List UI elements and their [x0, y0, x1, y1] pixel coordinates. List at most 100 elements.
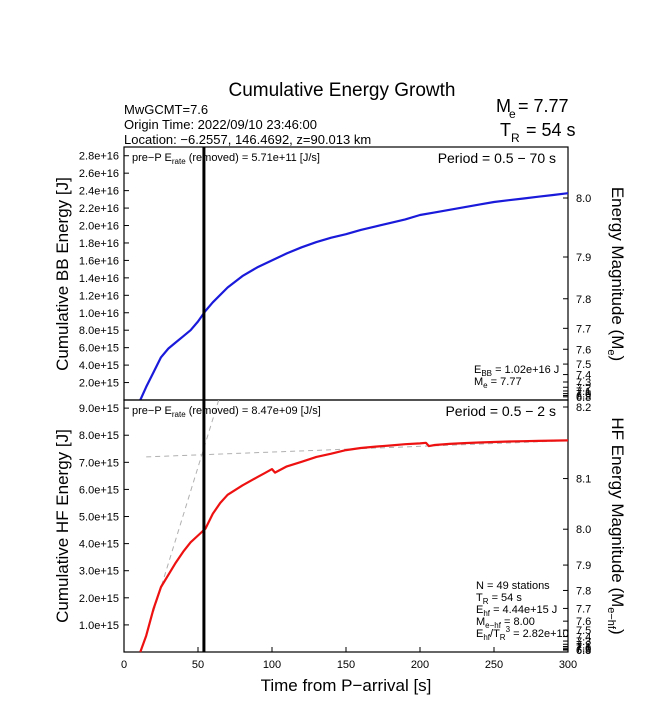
- me-value: = 7.77: [518, 96, 569, 116]
- x-tick-label: 200: [411, 659, 429, 671]
- x-tick-label: 50: [192, 659, 204, 671]
- x-axis-label: Time from P−arrival [s]: [261, 676, 432, 695]
- y2-tick-label: 7.4: [576, 370, 591, 382]
- y-tick-label: 9.0e+15: [79, 403, 119, 415]
- y2-tick-label: 7.9: [576, 252, 591, 264]
- y-tick-label: 2.6e+16: [79, 168, 119, 180]
- x-tick-label: 300: [559, 659, 577, 671]
- y-tick-label: 1.6e+16: [79, 255, 119, 267]
- y2-tick-label: 7.7: [576, 323, 591, 335]
- y2-tick-label: 7.8: [576, 585, 591, 597]
- summary-line: Ehf/TR3 = 2.82e+10: [476, 625, 569, 642]
- x-tick-label: 150: [337, 659, 355, 671]
- y-tick-label: 6.0e+15: [79, 484, 119, 496]
- y-tick-label: 1.4e+16: [79, 273, 119, 285]
- bb-data-layer: [139, 147, 569, 401]
- y2-tick-label: 7.0: [576, 389, 591, 401]
- y-tick-label: 8.0e+15: [79, 430, 119, 442]
- y2-tick-label: 7.3: [576, 636, 591, 648]
- y-tick-label: 2.2e+16: [79, 203, 119, 215]
- y2-tick-label: 7.9: [576, 560, 591, 572]
- y-tick-label: 1.8e+16: [79, 238, 119, 250]
- tr-label: T: [500, 120, 511, 140]
- y-tick-label: 7.0e+15: [79, 457, 119, 469]
- time-x-axis: 0 50 100 150 200 250 300: [121, 647, 577, 671]
- bb-summary: EBB = 1.02e+16 JMe = 7.77: [474, 364, 559, 390]
- y2-tick-label: 7.3: [576, 377, 591, 389]
- bb-magnitude-axis: 8.0 7.9 7.8 7.7 7.6 7.57.47.37.27.17.06.96.8: [563, 193, 591, 404]
- hf-data-layer: [139, 399, 569, 653]
- y2-tick-label: 6.8: [576, 392, 591, 404]
- y2-tick-label: 7.4: [576, 632, 591, 644]
- y2-tick-label: 7.8: [576, 294, 591, 306]
- y2-tick-label: 7.2: [576, 639, 591, 651]
- fit-line: [153, 399, 220, 612]
- hf-y-axis: 1.0e+15 2.0e+15 3.0e+15 4.0e+15 5.0e+15 6.0e+…: [79, 403, 129, 632]
- info-origin-time: Origin Time: 2022/09/10 23:46:00: [124, 117, 317, 132]
- summary-line: Me−hf = 8.00: [476, 616, 535, 630]
- summary-line: Ehf = 4.44e+15 J: [476, 604, 557, 618]
- y-tick-label: 4.0e+15: [79, 360, 119, 372]
- hf-energy-panel: 1.0e+15 2.0e+15 3.0e+15 4.0e+15 5.0e+15 6.0e+…: [53, 399, 627, 695]
- y-tick-label: 6.0e+15: [79, 343, 119, 355]
- y2-tick-label: 7.0: [576, 643, 591, 655]
- summary-line: TR = 54 s: [476, 592, 522, 606]
- bb-y-label: Cumulative BB Energy [J]: [53, 177, 72, 371]
- y2-tick-label: 7.6: [576, 616, 591, 628]
- info-location: Location: −6.2557, 146.4692, z=90.013 km: [124, 132, 371, 147]
- info-magnitude: MwGCMT=7.6: [124, 102, 208, 117]
- x-tick-label: 0: [121, 659, 127, 671]
- y2-tick-label: 8.0: [576, 193, 591, 205]
- figure-title: Cumulative Energy Growth: [228, 80, 455, 101]
- bb-y-axis: 2.0e+15 4.0e+15 6.0e+15 8.0e+15 1.0e+16 1.2e+…: [79, 151, 129, 390]
- y-tick-label: 1.2e+16: [79, 290, 119, 302]
- y-tick-label: 2.0e+15: [79, 378, 119, 390]
- y-tick-label: 5.0e+15: [79, 512, 119, 524]
- me-label: M: [496, 96, 511, 116]
- hf-magnitude-axis: 8.2 8.1 8.0 7.9 7.8 7.77.67.57.47.37.27.17.06…: [563, 402, 591, 657]
- me-sub: e: [509, 107, 516, 121]
- y-tick-label: 3.0e+15: [79, 566, 119, 578]
- y2-tick-label: 8.2: [576, 402, 591, 414]
- tr-sub: R: [511, 131, 520, 145]
- y2-tick-label: 7.5: [576, 625, 591, 637]
- me-readout: M e = 7.77: [496, 96, 569, 121]
- y-tick-label: 8.0e+15: [79, 325, 119, 337]
- y2-tick-label: 7.6: [576, 344, 591, 356]
- y2-tick-label: 6.9: [576, 390, 591, 402]
- tr-readout: T R = 54 s: [500, 120, 576, 145]
- bb-energy-panel: 2.0e+15 4.0e+15 6.0e+15 8.0e+15 1.0e+16 1.2e+…: [53, 146, 627, 404]
- bb-y2-label: Energy Magnitude (Me): [605, 187, 627, 361]
- y2-tick-label: 8.0: [576, 524, 591, 536]
- y-tick-label: 1.0e+16: [79, 308, 119, 320]
- hf-y2-label: HF Energy Magnitude (Me−hf): [605, 417, 627, 634]
- y-tick-label: 1.0e+15: [79, 620, 119, 632]
- y2-tick-label: 7.2: [576, 382, 591, 394]
- summary-line: EBB = 1.02e+16 J: [474, 364, 559, 378]
- tr-value: = 54 s: [526, 120, 576, 140]
- hf-energy-line: [139, 439, 569, 653]
- bb-energy-line: [139, 192, 569, 401]
- bb-plot-frame: [123, 146, 569, 401]
- y2-tick-label: 8.1: [576, 474, 591, 486]
- y-tick-label: 2.4e+16: [79, 186, 119, 198]
- y-tick-label: 2.0e+15: [79, 593, 119, 605]
- y2-tick-label: 7.1: [576, 642, 591, 654]
- x-tick-label: 100: [263, 659, 281, 671]
- y2-tick-label: 6.9: [576, 644, 591, 656]
- summary-line: Me = 7.77: [474, 376, 522, 390]
- y-tick-label: 4.0e+15: [79, 539, 119, 551]
- y2-tick-label: 7.5: [576, 359, 591, 371]
- hf-y-label: Cumulative HF Energy [J]: [53, 429, 72, 623]
- bb-period-label: Period = 0.5 − 70 s: [438, 150, 556, 166]
- hf-period-label: Period = 0.5 − 2 s: [445, 403, 556, 419]
- y-tick-label: 2.0e+16: [79, 221, 119, 233]
- bb-pre-p-rate: pre−P Erate (removed) = 5.71e+11 [J/s]: [132, 152, 320, 166]
- y2-tick-label: 6.8: [576, 645, 591, 657]
- y-tick-label: 2.8e+16: [79, 151, 119, 163]
- hf-pre-p-rate: pre−P Erate (removed) = 8.47e+09 [J/s]: [132, 405, 321, 419]
- y2-tick-label: 7.1: [576, 386, 591, 398]
- x-tick-label: 250: [485, 659, 503, 671]
